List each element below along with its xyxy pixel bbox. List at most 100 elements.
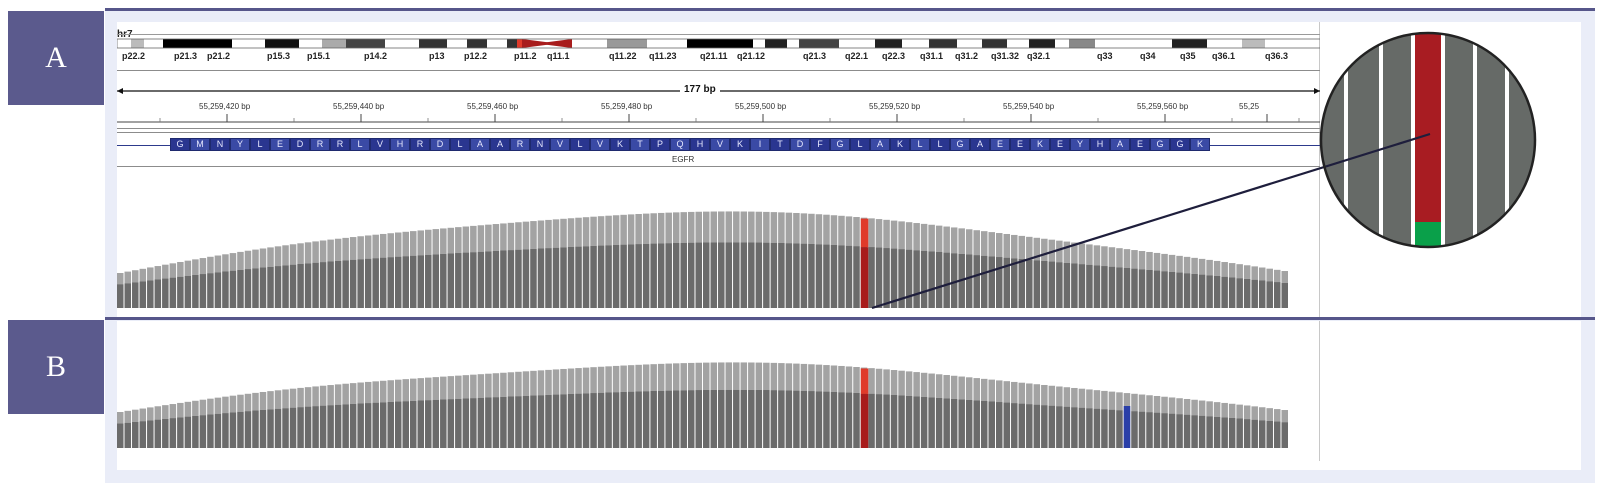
- coverage-bar-light: [364, 381, 372, 404]
- coverage-bar-dark: [567, 393, 575, 448]
- coverage-bar-dark: [733, 389, 740, 448]
- coverage-bar-light: [274, 246, 282, 267]
- coverage-bar-light: [530, 221, 537, 249]
- coverage-bar-dark: [1131, 268, 1138, 308]
- coverage-bar-dark: [319, 405, 327, 448]
- coverage-bar-dark: [853, 246, 860, 308]
- coverage-bar-light: [680, 363, 687, 391]
- coverage-bar-dark: [207, 414, 214, 448]
- coverage-bar-light: [740, 211, 748, 243]
- coverage-bar-dark: [793, 390, 800, 448]
- coverage-bar-light: [755, 362, 763, 390]
- coverage-track-b[interactable]: [117, 353, 1289, 448]
- coverage-bar-dark: [1078, 264, 1086, 308]
- coverage-bar-dark: [177, 276, 184, 308]
- coverage-bar-light: [620, 365, 627, 392]
- coverage-bar-dark: [905, 249, 913, 308]
- coverage-bar-dark: [297, 407, 304, 448]
- ideogram-band: [487, 39, 507, 48]
- coverage-bar-light: [552, 369, 560, 395]
- coverage-bar-light: [492, 373, 500, 398]
- coverage-bar-dark: [1213, 416, 1221, 448]
- coverage-bar-dark: [394, 401, 402, 448]
- coverage-bar-light: [492, 224, 500, 251]
- coverage-bar-dark: [1033, 404, 1041, 448]
- coverage-bar-light: [259, 248, 267, 268]
- coverage-bar-light: [575, 368, 582, 394]
- coverage-bar-light: [199, 258, 207, 275]
- coverage-bar-light: [612, 365, 620, 393]
- coverage-bar-dark: [184, 275, 192, 308]
- coverage-bar-dark: [402, 256, 409, 308]
- coverage-bar-light: [1183, 398, 1191, 415]
- coverage-bar-dark: [289, 407, 297, 448]
- coverage-bar-dark: [582, 393, 590, 448]
- coverage-bar-dark: [740, 389, 748, 448]
- coverage-bar-light: [1176, 398, 1183, 415]
- ideogram-band: [799, 39, 839, 48]
- coverage-bar-light: [973, 230, 980, 256]
- coverage-bar-dark: [920, 250, 928, 308]
- coverage-bar-light: [890, 220, 898, 249]
- coverage-bar-light: [297, 243, 304, 265]
- coverage-bar-light: [770, 362, 778, 391]
- coverage-bar-dark: [214, 272, 222, 308]
- ideogram-band: [131, 39, 144, 48]
- coverage-bar-light: [402, 231, 409, 257]
- coverage-bar-dark: [980, 400, 988, 448]
- band-label: q22.3: [882, 51, 906, 61]
- amino-acid: V: [551, 139, 569, 150]
- coverage-bar-light: [455, 227, 462, 254]
- coverage-bar-dark: [394, 256, 402, 308]
- coverage-bar-dark: [1266, 420, 1273, 448]
- coverage-bar-dark: [928, 397, 935, 448]
- coverage-bar-dark: [770, 242, 778, 308]
- coverage-bar-light: [1056, 386, 1063, 407]
- coverage-bar-light: [1116, 392, 1123, 411]
- coverage-bar-dark: [147, 420, 154, 448]
- coverage-bar-light: [169, 404, 177, 419]
- coverage-bar-light: [1251, 406, 1258, 420]
- coverage-bar-dark: [455, 253, 462, 308]
- coverage-bar-light: [718, 362, 725, 390]
- band-label: q21.12: [737, 51, 766, 61]
- coverage-bar-dark: [530, 248, 537, 308]
- coverage-bar-light: [642, 213, 650, 244]
- amino-acid: E: [1131, 139, 1149, 150]
- chromosome-ideogram[interactable]: [117, 38, 1320, 50]
- coverage-bar-light: [665, 363, 672, 391]
- ideogram-band: [1095, 39, 1172, 48]
- coverage-bar-light: [447, 376, 455, 400]
- coverage-bar-light: [1213, 260, 1221, 277]
- coverage-bar-dark: [890, 248, 898, 308]
- coverage-bar-light: [244, 250, 252, 270]
- coverage-track-a[interactable]: [117, 208, 1289, 308]
- coverage-bar-dark: [950, 398, 958, 448]
- coverage-bar-light: [394, 379, 402, 402]
- band-label: q35: [1180, 51, 1196, 61]
- coverage-bar-dark: [868, 393, 875, 448]
- coverage-bar-light: [372, 234, 379, 259]
- coverage-bar-dark: [372, 402, 379, 448]
- coverage-bar-light: [763, 362, 770, 391]
- coverage-bar-light: [1168, 254, 1176, 272]
- amino-acid: A: [871, 139, 889, 150]
- coverage-bar-light: [319, 385, 327, 406]
- coverage-bar-light: [349, 383, 357, 404]
- coverage-bar-dark: [522, 395, 530, 448]
- coverage-bar-dark: [898, 395, 905, 448]
- ideogram-band: [902, 39, 929, 48]
- band-label: p22.2: [122, 51, 146, 61]
- ideogram-band: [265, 39, 299, 48]
- coverage-bar-light: [379, 233, 387, 258]
- amino-acid: N: [531, 139, 549, 150]
- coverage-bar-dark: [1093, 408, 1101, 448]
- coverage-bar-light: [1048, 239, 1056, 262]
- coverage-bar-light: [237, 394, 244, 412]
- coverage-bar-light: [965, 229, 973, 255]
- coverage-bar-dark: [733, 242, 740, 308]
- coverage-bar-dark: [1026, 404, 1033, 448]
- coverage-bar-light: [665, 212, 672, 244]
- coverage-bar-light: [485, 373, 492, 398]
